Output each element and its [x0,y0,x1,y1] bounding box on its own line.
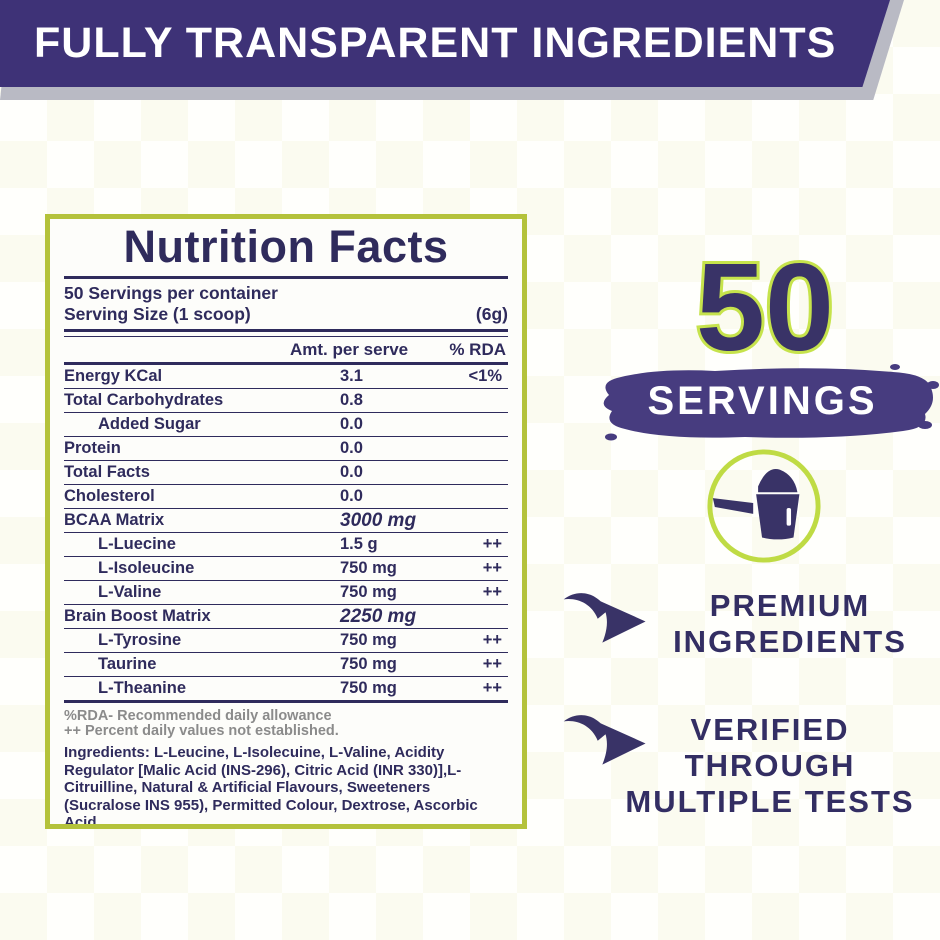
row-name: Cholesterol [64,487,155,505]
servings-number: 50 [693,242,837,360]
row-name: L-Theanine [98,679,187,697]
servings-per-container: 50 Servings per container [64,283,278,303]
feature-line: THROUGH [684,748,856,783]
row-rda: ++ [482,535,502,553]
table-row: L-Theanine 750 mg ++ [64,677,508,700]
rda-footnote: %RDA- Recommended daily allowance [64,708,332,724]
row-amount: 0.0 [340,463,363,481]
divider [64,276,508,279]
table-row: Brain Boost Matrix 2250 mg [64,605,508,629]
servings-brush-banner: SERVINGS [595,355,940,450]
row-amount: 1.5 g [340,535,378,553]
divider [64,700,508,703]
row-rda: ++ [482,631,502,649]
brush-stroke [603,364,939,441]
row-rda: ++ [482,679,502,697]
feature-line: INGREDIENTS [673,624,907,659]
table-row: Protein 0.0 [64,437,508,461]
row-amount: 0.0 [340,439,363,457]
table-row: BCAA Matrix 3000 mg [64,509,508,533]
feature-line: PREMIUM [709,588,871,623]
servings-label: SERVINGS [647,379,878,423]
table-row: L-Tyrosine 750 mg ++ [64,629,508,653]
table-header: Amt. per serve % RDA [64,337,508,362]
column-header-rda: % RDA [449,340,506,359]
table-row: L-Isoleucine 750 mg ++ [64,557,508,581]
values-footnote: ++ Percent daily values not established. [64,723,339,739]
row-name: BCAA Matrix [64,511,165,529]
row-name: Protein [64,439,121,457]
row-amount: 750 mg [340,679,397,697]
row-rda: <1% [468,367,502,385]
serving-size-weight: (6g) [475,304,508,324]
table-row: Total Carbohydrates 0.8 [64,389,508,413]
row-amount: 2250 mg [340,605,417,627]
row-amount: 0.0 [340,415,363,433]
row-rda: ++ [482,583,502,601]
row-amount: 750 mg [340,655,397,673]
row-amount: 0.0 [340,487,363,505]
row-amount: 3.1 [340,367,363,385]
table-row: L-Luecine 1.5 g ++ [64,533,508,557]
serving-size: Serving Size (1 scoop) [64,304,251,324]
table-row: Total Facts 0.0 [64,461,508,485]
servings-number-text: 50 [696,242,834,360]
row-name: Added Sugar [98,415,201,433]
row-name: Energy KCal [64,367,163,385]
swoosh-arrow-icon [563,593,646,643]
nutrition-facts-title: Nutrition Facts [123,221,449,272]
row-amount: 750 mg [340,559,397,577]
nutrition-facts-label: Nutrition Facts 50 Servings per containe… [45,214,527,829]
feature-premium-ingredients: PREMIUM INGREDIENTS [640,588,940,660]
feature-verified-tests: VERIFIED THROUGH MULTIPLE TESTS [600,712,940,820]
row-amount: 750 mg [340,583,397,601]
ingredients-text: Ingredients: L-Leucine, L-Isolecuine, L-… [64,744,478,829]
row-rda: ++ [482,655,502,673]
row-name: Brain Boost Matrix [64,607,211,625]
row-name: L-Valine [98,583,162,601]
row-name: L-Isoleucine [98,559,195,577]
nutrition-table: Energy KCal 3.1 <1% Total Carbohydrates 0.8 A… [64,365,508,700]
row-name: L-Tyrosine [98,631,182,649]
header-banner: FULLY TRANSPARENT INGREDIENTS [0,0,890,87]
row-amount: 750 mg [340,631,397,649]
row-name: L-Luecine [98,535,176,553]
column-header-amount: Amt. per serve [290,340,409,359]
row-name: Taurine [98,655,157,673]
divider [64,362,508,365]
banner-title: FULLY TRANSPARENT INGREDIENTS [34,19,837,67]
table-row: L-Valine 750 mg ++ [64,581,508,605]
row-amount: 0.8 [340,391,363,409]
scoop-icon [705,447,823,570]
row-name: Total Carbohydrates [64,391,224,409]
table-row: Energy KCal 3.1 <1% [64,365,508,389]
row-amount: 3000 mg [340,509,417,531]
divider [64,329,508,337]
table-row: Added Sugar 0.0 [64,413,508,437]
row-name: Total Facts [64,463,150,481]
swoosh-arrow-icon [563,715,646,765]
table-row: Taurine 750 mg ++ [64,653,508,677]
table-row: Cholesterol 0.0 [64,485,508,509]
row-rda: ++ [482,559,502,577]
feature-line: VERIFIED [690,712,850,747]
feature-line: MULTIPLE TESTS [625,784,915,819]
